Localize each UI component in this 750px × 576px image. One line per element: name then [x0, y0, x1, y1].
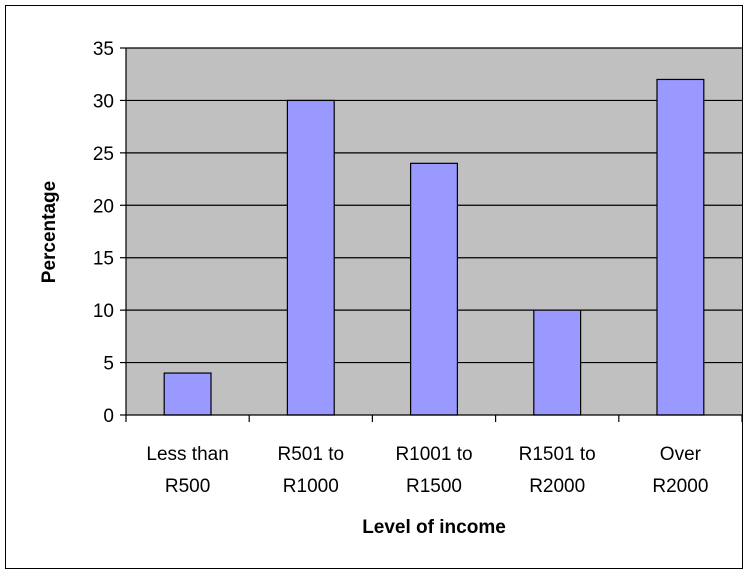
x-tick-label: R1501 to — [519, 444, 596, 465]
y-tick-label: 35 — [93, 39, 114, 60]
y-tick-label: 20 — [93, 196, 114, 217]
x-tick-label: R1000 — [283, 476, 339, 497]
x-tick-label: R501 to — [278, 444, 345, 465]
y-tick-label: 15 — [93, 249, 114, 270]
x-tick-label: Over — [660, 444, 702, 465]
y-ticks: 0 5 10 15 20 25 30 35 — [93, 39, 126, 427]
x-axis-title: Level of income — [362, 517, 506, 538]
y-tick-label: 10 — [93, 301, 114, 322]
x-tick-label: Less than — [146, 444, 228, 465]
y-tick-label: 5 — [103, 354, 114, 375]
x-tick-label: R2000 — [652, 476, 708, 497]
bar — [656, 78, 705, 416]
y-tick-label: 0 — [103, 406, 114, 427]
x-tick-label: R2000 — [529, 476, 585, 497]
x-tick-label: R500 — [165, 476, 210, 497]
y-axis-title: Percentage — [39, 181, 60, 283]
x-tick-label: R1500 — [406, 476, 462, 497]
y-tick-label: 30 — [93, 91, 114, 112]
bar — [409, 162, 459, 416]
y-tick-label: 25 — [93, 144, 114, 165]
x-tick-label: R1001 to — [395, 444, 472, 465]
bar — [286, 99, 335, 416]
bar — [163, 372, 212, 416]
x-ticks: Less than R500 R501 to R1000 R1001 to R1500 R1… — [125, 415, 743, 497]
bar — [533, 309, 582, 416]
